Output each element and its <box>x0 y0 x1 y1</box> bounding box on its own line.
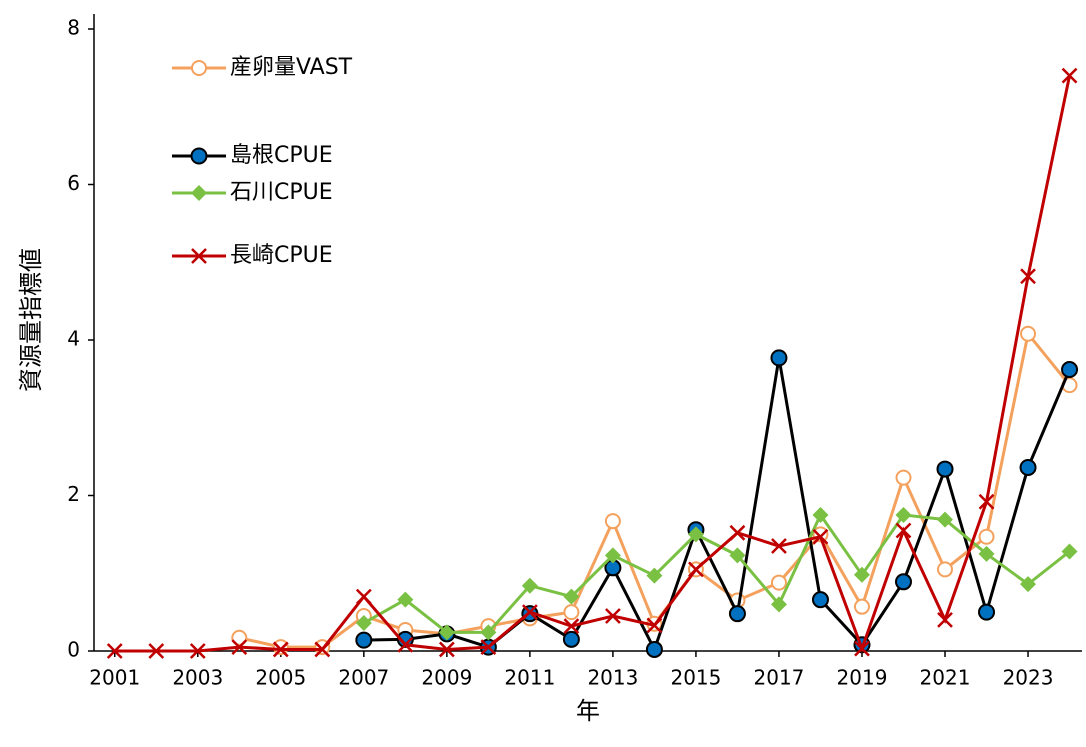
data-point <box>770 574 787 591</box>
data-point <box>438 641 455 658</box>
data-point <box>770 596 787 613</box>
data-point <box>895 506 912 523</box>
series-line <box>363 357 1071 654</box>
legend-label: 長崎CPUE <box>230 243 333 268</box>
data-point <box>895 522 912 539</box>
x-tick-label: 2011 <box>504 666 555 690</box>
x-tick-label: 2001 <box>89 666 140 690</box>
data-point <box>231 629 248 646</box>
x-tick-label: 2003 <box>172 666 223 690</box>
data-point <box>854 640 870 657</box>
data-point <box>231 639 248 655</box>
data-point <box>688 561 704 578</box>
legend-label: 島根CPUE <box>230 143 333 168</box>
data-point <box>480 624 497 641</box>
data-point <box>396 630 414 648</box>
data-point <box>1020 325 1037 342</box>
data-point <box>1061 361 1079 379</box>
x-axis-label: 年 <box>576 697 600 725</box>
data-point <box>605 608 621 624</box>
x-tick-label: 2023 <box>1003 666 1054 690</box>
y-tick-label: 8 <box>67 16 80 40</box>
data-point <box>1020 268 1036 285</box>
data-point <box>770 349 788 367</box>
data-point <box>978 545 995 562</box>
data-point <box>355 615 372 632</box>
data-point <box>562 630 580 648</box>
legend-label: 石川CPUE <box>230 180 333 205</box>
data-point <box>811 591 829 609</box>
data-point <box>397 636 414 653</box>
x-tick-label: 2021 <box>920 666 971 690</box>
x-tick-label: 2019 <box>837 666 888 690</box>
y-tick-label: 2 <box>67 482 80 506</box>
data-point <box>397 591 414 608</box>
data-point <box>148 643 165 659</box>
data-point <box>853 598 870 615</box>
data-point <box>1020 576 1037 593</box>
data-point <box>521 604 538 621</box>
x-tick-label: 2007 <box>338 666 389 690</box>
data-point <box>937 612 953 628</box>
legend-marker <box>191 185 207 201</box>
data-point <box>687 526 704 543</box>
data-point <box>189 643 206 659</box>
data-point <box>272 641 289 658</box>
legend-marker <box>191 248 207 264</box>
data-point <box>936 460 954 478</box>
data-point <box>894 573 912 591</box>
data-point <box>646 617 663 634</box>
data-point <box>812 506 829 523</box>
data-point <box>438 624 455 641</box>
data-point <box>978 493 995 510</box>
data-point <box>106 643 123 659</box>
data-point <box>812 528 829 545</box>
data-point <box>1061 67 1078 84</box>
data-point <box>314 641 331 658</box>
data-point <box>729 524 746 541</box>
data-point <box>604 547 621 564</box>
data-point <box>355 588 372 605</box>
data-point <box>563 618 580 635</box>
x-tick-label: 2009 <box>421 666 472 690</box>
data-point <box>771 538 787 554</box>
data-point <box>978 603 996 621</box>
x-tick-label: 2005 <box>255 666 306 690</box>
data-point <box>521 577 538 594</box>
data-point <box>604 513 621 530</box>
y-tick-label: 6 <box>67 171 80 195</box>
data-point <box>1061 543 1078 560</box>
series-line <box>114 75 1072 654</box>
y-axis-label: 資源量指標値 <box>17 248 45 392</box>
data-point <box>563 588 580 605</box>
legend-label: 産卵量VAST <box>230 55 353 80</box>
series-line <box>238 330 1071 649</box>
data-point <box>978 528 995 545</box>
legend-marker <box>190 147 208 165</box>
data-point <box>645 640 663 658</box>
data-point <box>729 547 746 564</box>
data-point <box>728 605 746 623</box>
data-point <box>937 511 954 528</box>
data-point <box>895 469 912 486</box>
data-point <box>937 561 954 578</box>
x-tick-label: 2017 <box>754 666 805 690</box>
data-point <box>563 604 580 621</box>
data-point <box>1019 459 1037 477</box>
x-tick-label: 2015 <box>670 666 721 690</box>
data-point <box>355 631 373 649</box>
x-tick-label: 2013 <box>587 666 638 690</box>
data-point <box>480 639 497 655</box>
data-point <box>272 639 289 656</box>
data-point <box>853 566 870 583</box>
data-point <box>646 567 663 584</box>
legend-marker <box>191 60 207 76</box>
y-tick-label: 4 <box>67 327 80 351</box>
y-tick-label: 0 <box>67 638 80 662</box>
